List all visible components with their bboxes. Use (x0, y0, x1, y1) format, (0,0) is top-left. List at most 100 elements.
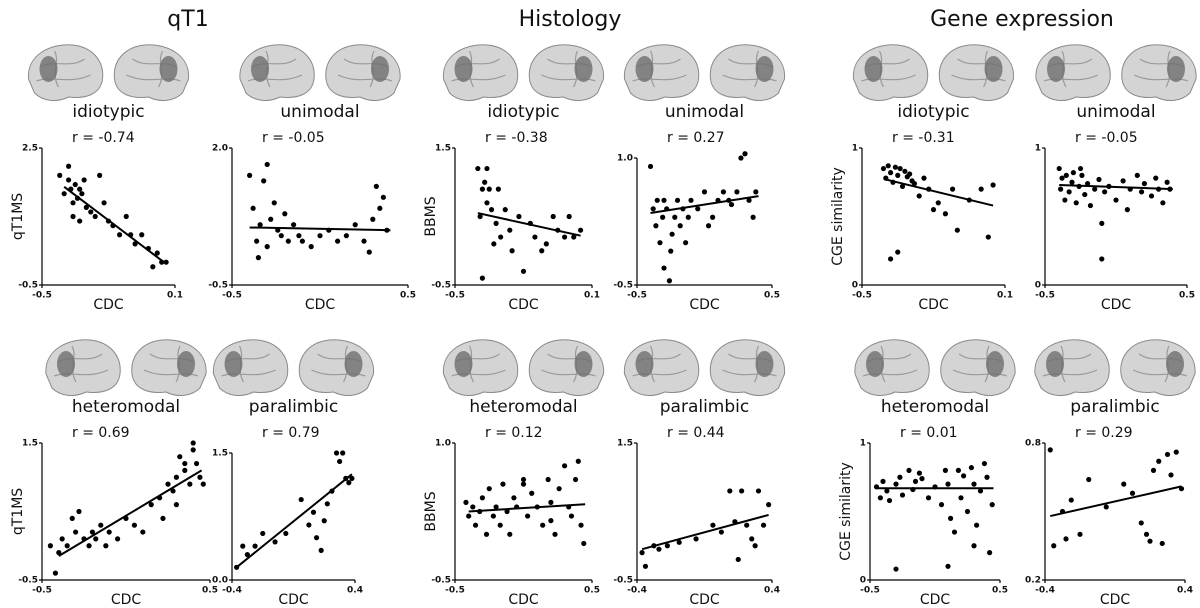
point (77, 186, 83, 192)
point (98, 522, 104, 528)
point (361, 238, 367, 244)
brain-shape (709, 339, 786, 396)
point (945, 563, 951, 569)
point (1156, 458, 1162, 464)
x-tick-label: 0.5 (992, 586, 1008, 596)
point (1141, 181, 1147, 187)
point (272, 539, 278, 545)
x-tick-label: -0.5 (32, 291, 52, 301)
x-tick-label: 0.5 (400, 291, 416, 301)
point (562, 234, 568, 240)
point (484, 165, 490, 172)
brain-region (984, 56, 1003, 82)
point (656, 546, 662, 552)
x-axis-label: CDC (689, 592, 720, 608)
y-tick-label: 0 (1035, 281, 1041, 291)
y-tick-label: 2.0 (212, 144, 228, 154)
point (550, 213, 556, 220)
brain-shape (938, 44, 1015, 101)
point (271, 200, 277, 206)
point (968, 465, 975, 471)
point (892, 164, 898, 170)
point (921, 175, 927, 181)
y-axis-label: BBMS (423, 491, 439, 531)
brain-image (212, 339, 289, 396)
point (1063, 172, 1069, 178)
brain-image (528, 339, 605, 396)
point (1096, 176, 1102, 183)
point (669, 231, 675, 237)
point (529, 490, 535, 496)
region-label: idiotypic (487, 102, 559, 122)
point (310, 509, 317, 515)
point (978, 186, 984, 192)
point (577, 227, 584, 233)
point (497, 522, 503, 528)
point (1121, 481, 1127, 487)
brain-shape (1034, 339, 1110, 396)
point (317, 233, 323, 239)
point (173, 474, 179, 480)
point (556, 486, 562, 492)
point (502, 207, 508, 213)
point (1079, 172, 1085, 178)
point (123, 213, 129, 220)
point (1085, 181, 1091, 187)
point (948, 515, 954, 521)
y-tick-label: 1.5 (617, 439, 633, 449)
region-label: paralimbic (1070, 397, 1159, 417)
point (985, 234, 991, 240)
point (282, 211, 288, 217)
x-axis-label: CDC (508, 592, 539, 608)
brain-shape (45, 339, 121, 396)
point (899, 492, 906, 498)
point (264, 244, 270, 250)
point (507, 227, 513, 233)
brain-region (159, 56, 178, 82)
y-tick-label: 0.8 (1025, 439, 1041, 449)
point (1173, 449, 1179, 455)
point (650, 206, 656, 212)
point (984, 474, 990, 480)
point (1138, 520, 1144, 526)
point (710, 522, 716, 528)
point (907, 171, 913, 177)
point (488, 207, 495, 213)
fit-line (468, 503, 586, 513)
y-tick-label: -0.5 (18, 576, 38, 586)
fit-line (58, 469, 203, 557)
point (254, 238, 260, 244)
point (76, 508, 82, 515)
brain-image (131, 339, 207, 396)
point (66, 163, 72, 169)
x-axis-label: CDC (508, 297, 539, 313)
fit-line (477, 212, 581, 237)
point (738, 155, 744, 161)
brain-region (454, 351, 473, 377)
point (930, 207, 937, 213)
point (720, 189, 727, 195)
point (647, 163, 654, 170)
point (885, 163, 891, 169)
brain-region (986, 351, 1004, 377)
point (504, 508, 510, 515)
y-axis-label: qT1MS (10, 193, 26, 240)
point (106, 529, 112, 535)
point (103, 543, 109, 549)
point (479, 275, 485, 281)
brain-image (709, 44, 786, 101)
point (1077, 531, 1083, 537)
r-annotation: r = 0.01 (900, 425, 958, 441)
point (139, 232, 145, 238)
point (734, 189, 740, 195)
fit-line (63, 186, 165, 263)
r-annotation: r = -0.31 (892, 130, 955, 146)
point (321, 518, 327, 524)
brain-image (298, 339, 375, 396)
brain-region (224, 351, 243, 377)
point (72, 181, 78, 188)
fit-line (1059, 183, 1173, 191)
point (93, 536, 99, 542)
point (520, 268, 527, 274)
